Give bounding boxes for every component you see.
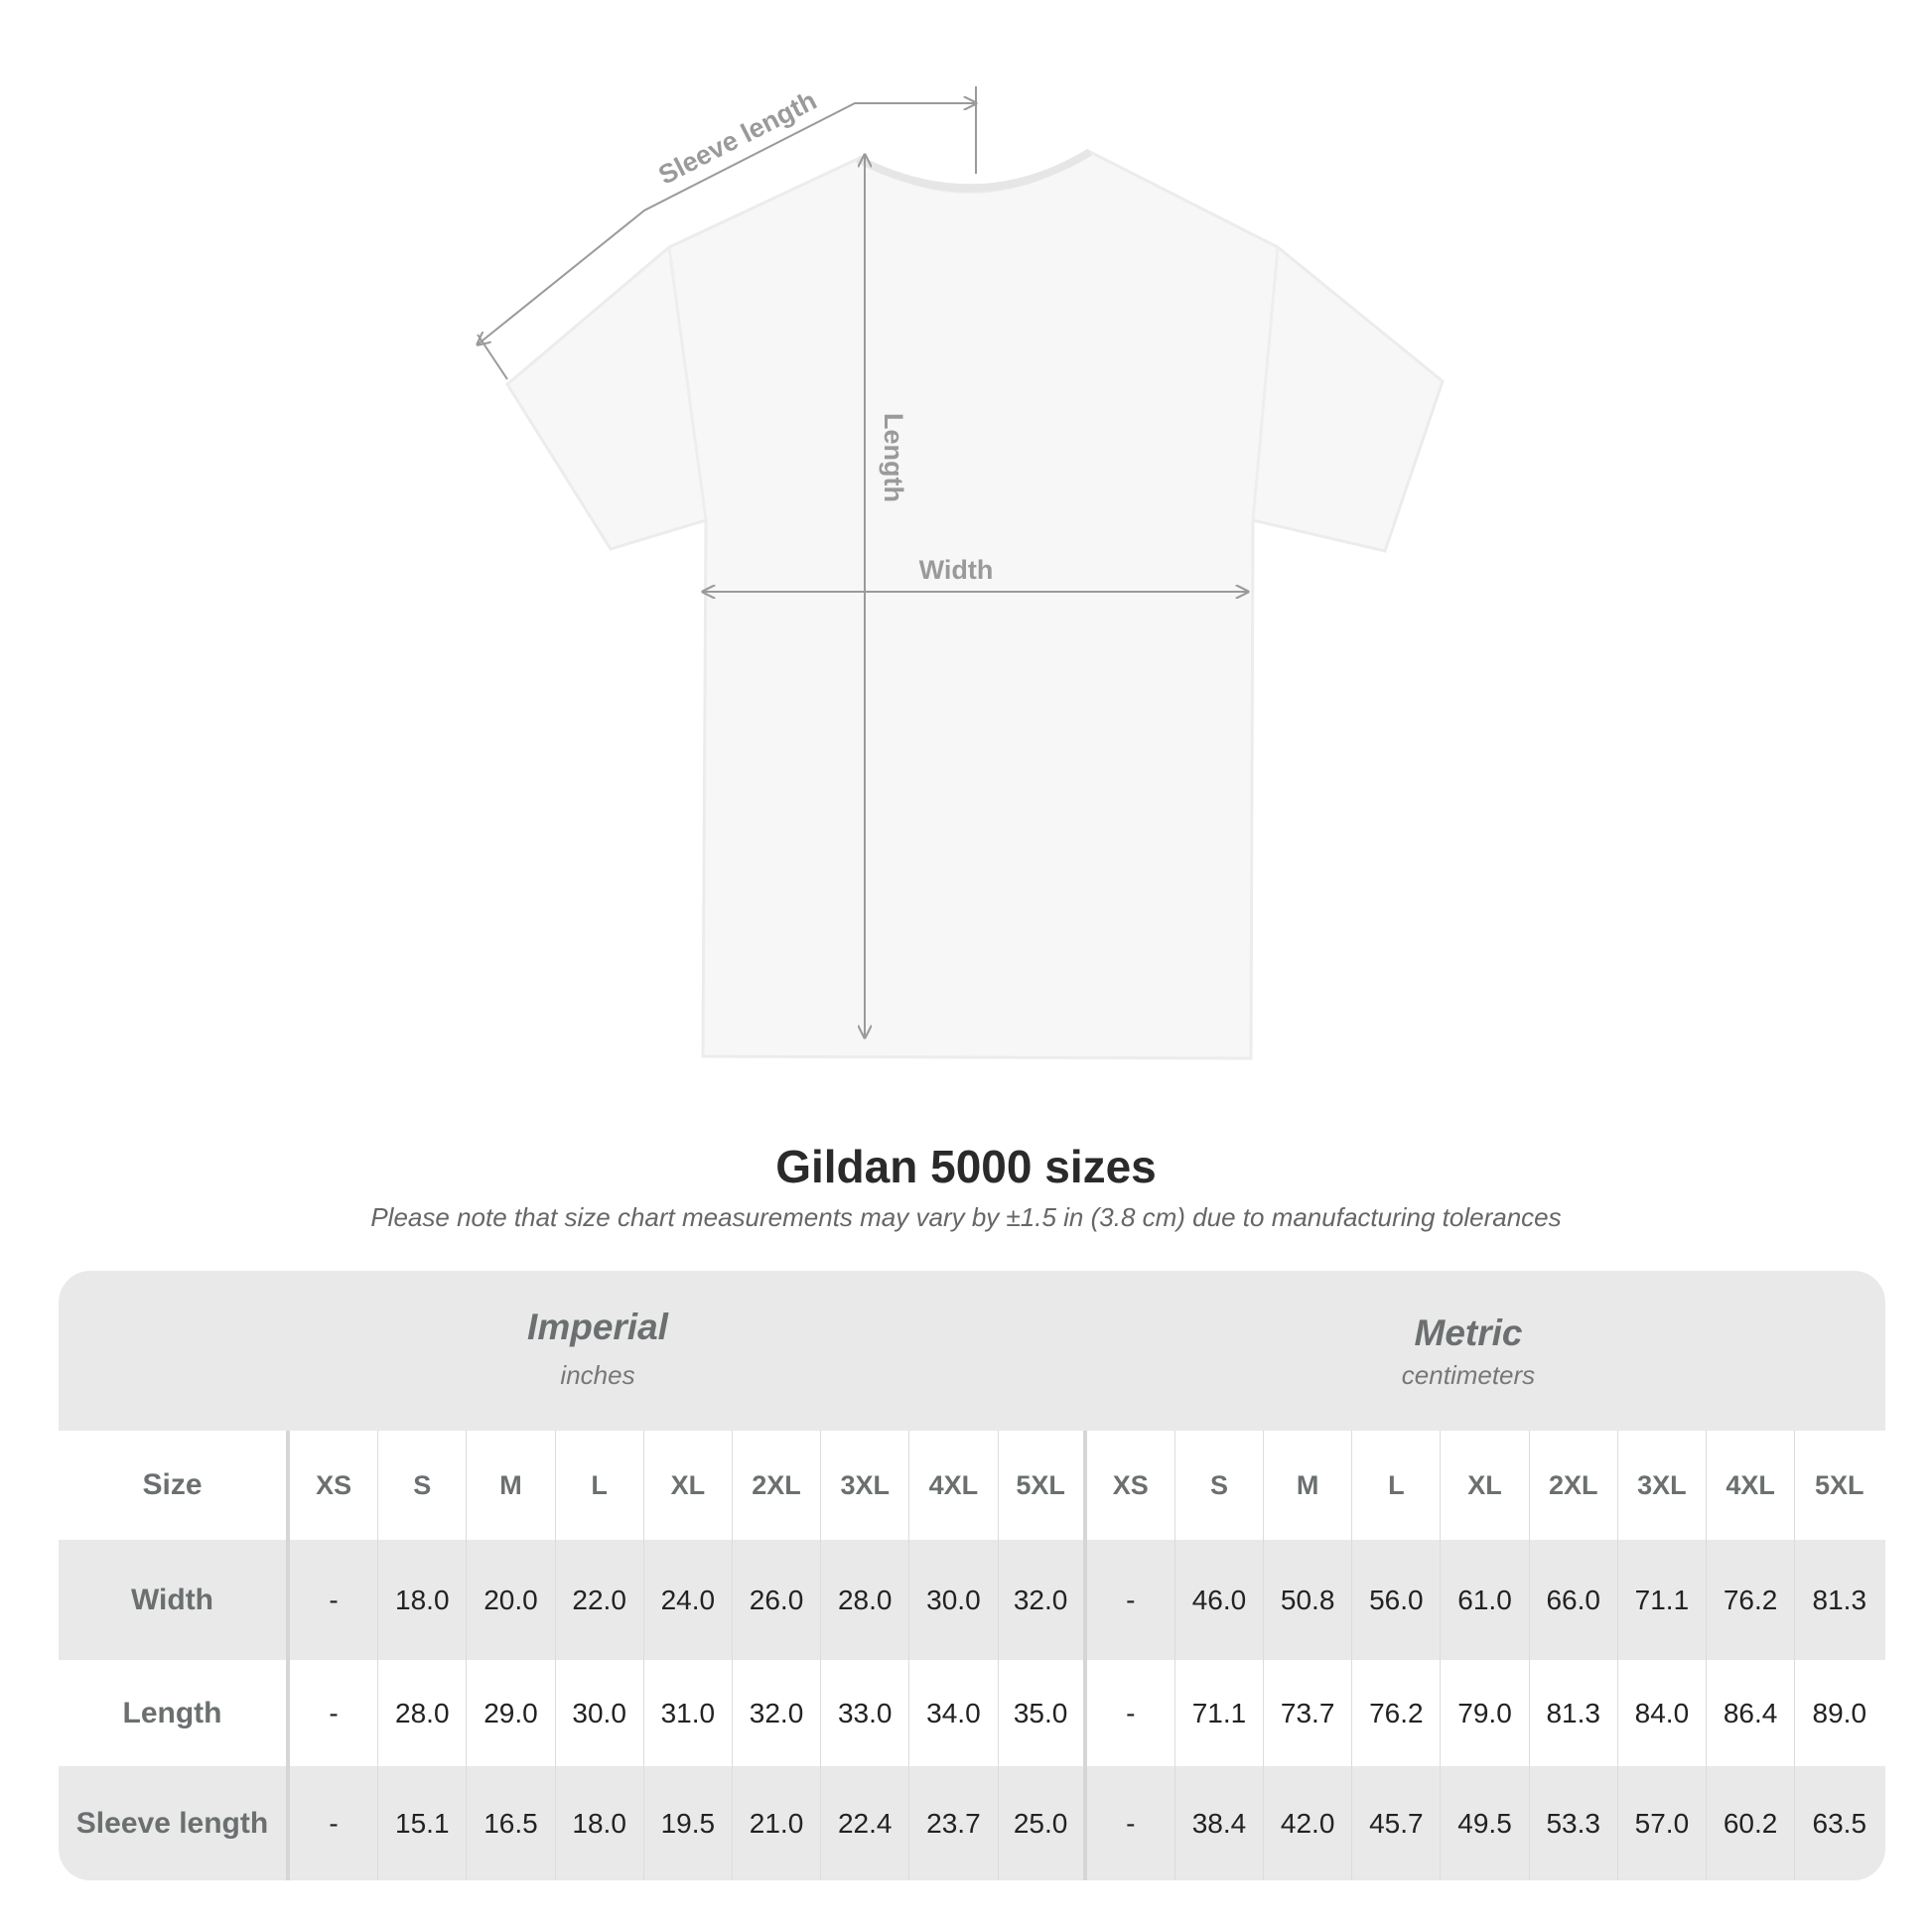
value-cell-imperial: 24.0 xyxy=(644,1540,733,1660)
value-cell-imperial: 18.0 xyxy=(378,1540,468,1660)
value-cell-imperial: 34.0 xyxy=(909,1660,999,1766)
value-cell-imperial: 33.0 xyxy=(821,1660,910,1766)
width-label: Width xyxy=(919,555,994,585)
imperial-unit: inches xyxy=(560,1360,635,1390)
table-row: Length -28.0 29.0 30.0 31.0 32.0 33.0 34.0 35.0-… xyxy=(59,1660,1885,1766)
value-cell-metric: - xyxy=(1087,1660,1175,1766)
size-header-metric: 2XL xyxy=(1530,1431,1618,1540)
value-cell-imperial: 28.0 xyxy=(378,1660,468,1766)
value-cell-metric: 84.0 xyxy=(1618,1660,1707,1766)
size-header-metric: XL xyxy=(1441,1431,1530,1540)
size-header-imperial: XS xyxy=(290,1431,379,1540)
value-cell-metric: 71.1 xyxy=(1618,1540,1707,1660)
row-label: Sleeve length xyxy=(59,1766,290,1880)
value-cell-metric: 60.2 xyxy=(1707,1766,1796,1880)
size-header-metric: XS xyxy=(1087,1431,1175,1540)
value-cell-imperial: 22.0 xyxy=(556,1540,644,1660)
value-cell-metric: 66.0 xyxy=(1530,1540,1618,1660)
sleeve-length-label: Sleeve length xyxy=(654,85,822,191)
imperial-title: Imperial xyxy=(527,1307,668,1347)
value-cell-imperial: 28.0 xyxy=(821,1540,910,1660)
value-cell-metric: - xyxy=(1087,1540,1175,1660)
metric-title: Metric xyxy=(1414,1312,1523,1353)
value-cell-metric: 71.1 xyxy=(1175,1660,1265,1766)
size-header-imperial: M xyxy=(467,1431,556,1540)
value-cell-imperial: 30.0 xyxy=(909,1540,999,1660)
tolerance-note: Please note that size chart measurements… xyxy=(370,1202,1562,1232)
value-cell-metric: 53.3 xyxy=(1530,1766,1618,1880)
value-cell-imperial: 18.0 xyxy=(556,1766,644,1880)
value-cell-metric: 57.0 xyxy=(1618,1766,1707,1880)
value-cell-imperial: 20.0 xyxy=(467,1540,556,1660)
value-cell-imperial: 21.0 xyxy=(733,1766,822,1880)
length-label: Length xyxy=(879,413,908,502)
size-header-metric: 3XL xyxy=(1618,1431,1707,1540)
size-header-imperial: 2XL xyxy=(733,1431,822,1540)
value-cell-metric: 50.8 xyxy=(1264,1540,1353,1660)
row-label: Size xyxy=(59,1431,290,1540)
sleeve-seam-right xyxy=(1251,246,1280,521)
value-cell-metric: 81.3 xyxy=(1530,1660,1618,1766)
value-cell-imperial: 19.5 xyxy=(644,1766,733,1880)
value-cell-imperial: 15.1 xyxy=(378,1766,468,1880)
value-cell-imperial: 29.0 xyxy=(467,1660,556,1766)
size-header-metric: 5XL xyxy=(1815,1469,1864,1500)
value-cell-metric: 45.7 xyxy=(1352,1766,1442,1880)
metric-header: Metric centimeters xyxy=(1171,1312,1766,1391)
size-table: Imperial inches Metric centimeters Size X… xyxy=(59,1271,1885,1880)
size-header-metric: S xyxy=(1175,1431,1265,1540)
value-cell-imperial: 31.0 xyxy=(644,1660,733,1766)
size-header-imperial: S xyxy=(378,1431,468,1540)
value-cell-metric: - xyxy=(1087,1766,1175,1880)
value-cell-metric: 61.0 xyxy=(1441,1540,1530,1660)
value-cell-imperial: - xyxy=(290,1660,379,1766)
value-cell-imperial: 22.4 xyxy=(821,1766,910,1880)
size-header-imperial: 4XL xyxy=(909,1431,999,1540)
row-label: Width xyxy=(59,1540,290,1660)
size-header-imperial: XL xyxy=(644,1431,733,1540)
size-header-row: Size XS S M L XL 2XL 3XL 4XL 5XL XS S M L XL 2XL 3XL 4XL 5… xyxy=(59,1431,1885,1540)
value-cell-imperial: 26.0 xyxy=(733,1540,822,1660)
row-label: Length xyxy=(59,1660,290,1766)
table-row: Width -18.0 20.0 22.0 24.0 26.0 28.0 30.0 32.0-4… xyxy=(59,1540,1885,1660)
sleeve-tick-left xyxy=(477,334,508,380)
table-row: Sleeve length -15.1 16.5 18.0 19.5 21.0 22.4 23… xyxy=(59,1766,1885,1880)
tshirt-measurement-diagram: Sleeve length Length Width xyxy=(0,85,1445,1060)
size-header-imperial: 3XL xyxy=(821,1431,910,1540)
value-cell-metric: 56.0 xyxy=(1352,1540,1442,1660)
value-cell-imperial: 25.0 xyxy=(999,1766,1087,1880)
value-cell-imperial: 30.0 xyxy=(556,1660,644,1766)
size-header-metric: M xyxy=(1264,1431,1353,1540)
unit-header: Imperial inches Metric centimeters xyxy=(59,1271,1885,1431)
value-cell-metric: 76.2 xyxy=(1707,1540,1796,1660)
value-cell-metric: 86.4 xyxy=(1707,1660,1796,1766)
value-cell-metric: 73.7 xyxy=(1264,1660,1353,1766)
value-cell-imperial: 16.5 xyxy=(467,1766,556,1880)
value-cell-metric: 89.0 xyxy=(1812,1697,1867,1728)
sleeve-length-line xyxy=(478,103,976,345)
value-cell-imperial: 23.7 xyxy=(909,1766,999,1880)
value-cell-imperial: 32.0 xyxy=(733,1660,822,1766)
value-cell-metric: 79.0 xyxy=(1441,1660,1530,1766)
page-title: Gildan 5000 sizes xyxy=(775,1141,1157,1192)
value-cell-imperial: - xyxy=(290,1540,379,1660)
value-cell-metric: 81.3 xyxy=(1812,1584,1867,1615)
size-header-imperial: 5XL xyxy=(999,1431,1087,1540)
value-cell-metric: 38.4 xyxy=(1175,1766,1265,1880)
tshirt-shape xyxy=(505,150,1445,1060)
imperial-header: Imperial inches xyxy=(300,1307,896,1391)
metric-unit: centimeters xyxy=(1401,1360,1536,1390)
value-cell-imperial: 35.0 xyxy=(999,1660,1087,1766)
value-cell-metric: 49.5 xyxy=(1441,1766,1530,1880)
value-cell-metric: 63.5 xyxy=(1812,1807,1867,1839)
size-header-metric: L xyxy=(1352,1431,1442,1540)
size-header-metric: 4XL xyxy=(1707,1431,1796,1540)
size-header-imperial: L xyxy=(556,1431,644,1540)
value-cell-imperial: - xyxy=(290,1766,379,1880)
value-cell-metric: 46.0 xyxy=(1175,1540,1265,1660)
value-cell-metric: 76.2 xyxy=(1352,1660,1442,1766)
value-cell-metric: 42.0 xyxy=(1264,1766,1353,1880)
value-cell-imperial: 32.0 xyxy=(999,1540,1087,1660)
